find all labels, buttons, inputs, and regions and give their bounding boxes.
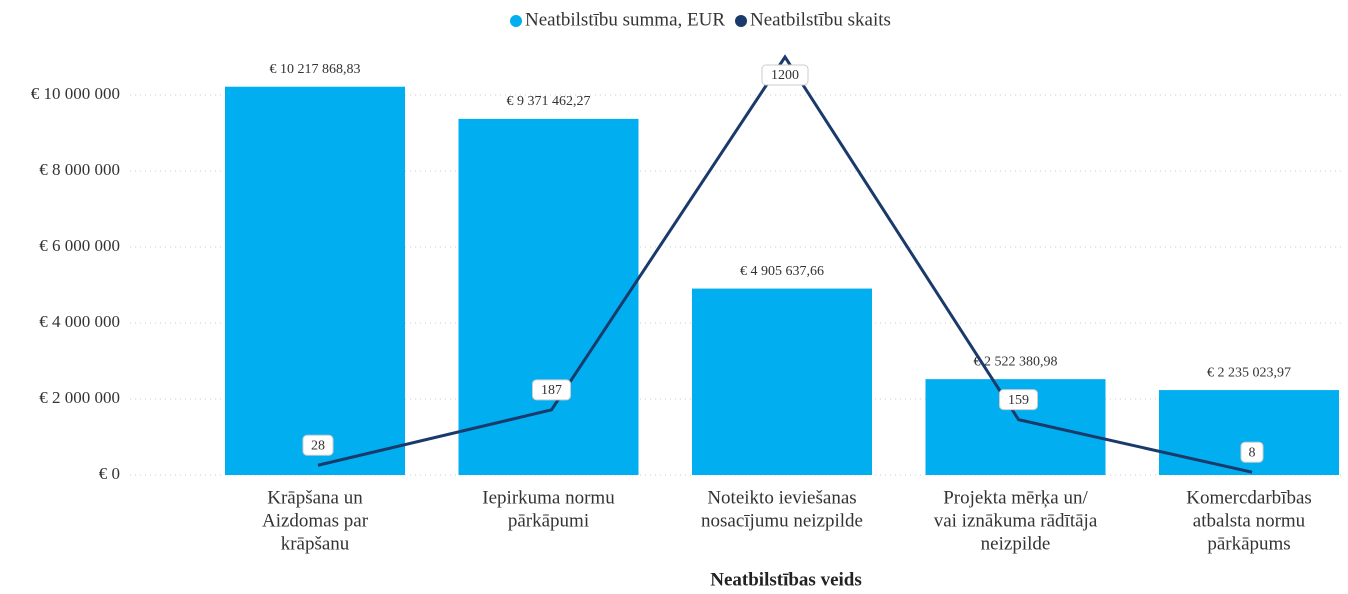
label-box (761, 64, 809, 86)
line (317, 54, 1253, 474)
label-box (532, 379, 571, 401)
line-value-text: 159 (1008, 393, 1029, 408)
y-tick-label: € 6 000 000 (39, 236, 120, 255)
x-tick-label: Projekta mērķa un/ (943, 487, 1088, 508)
line-value-label: 8 (1240, 441, 1264, 463)
x-tick-label: Noteikto ieviešanas (707, 487, 856, 508)
bar-value-label: € 2 235 023,97 (1207, 365, 1291, 380)
legend-label: Neatbilstību summa, EUR (525, 9, 725, 30)
bar (225, 86, 405, 476)
x-tick-label: Aizdomas par (262, 510, 369, 531)
x-tick-label: pārkāpumi (508, 510, 589, 531)
bar-value-label: € 10 217 868,83 (270, 62, 361, 77)
label-box (1240, 441, 1264, 463)
x-axis-title: Neatbilstības veids (710, 569, 862, 590)
legend-marker (735, 15, 748, 27)
y-tick-label: € 8 000 000 (39, 160, 120, 179)
line-value-label: 187 (532, 379, 571, 401)
label-box (302, 434, 334, 456)
bar-value-label: € 9 371 462,27 (507, 94, 591, 109)
line-value-text: 1200 (771, 68, 799, 83)
x-tick-label: pārkāpums (1207, 533, 1290, 554)
x-tick-label: Iepirkuma normu (482, 487, 615, 508)
x-tick-label: neizpilde (981, 533, 1051, 554)
label-box (999, 389, 1038, 411)
bar-value-label: € 2 522 380,98 (974, 354, 1058, 369)
line-value-label: 1200 (761, 64, 809, 86)
x-tick-label: vai iznākuma rādītāja (934, 510, 1098, 531)
line-value-text: 187 (541, 383, 562, 398)
y-tick-label: € 2 000 000 (39, 388, 120, 407)
y-tick-label: € 10 000 000 (31, 84, 120, 103)
y-tick-label: € 4 000 000 (39, 312, 120, 331)
y-tick-label: € 0 (99, 464, 120, 483)
legend-label: Neatbilstību skaits (750, 9, 891, 30)
bar (692, 288, 872, 475)
line-value-text: 28 (311, 438, 325, 453)
x-tick-label: atbalsta normu (1193, 510, 1306, 531)
x-tick-label: Krāpšana un (267, 487, 363, 508)
line-value-label: 159 (999, 389, 1038, 411)
x-tick-label: nosacījumu neizpilde (701, 510, 863, 531)
line-value-label: 28 (302, 434, 334, 456)
x-tick-label: Komercdarbības (1186, 487, 1312, 508)
x-tick-label: krāpšanu (281, 533, 350, 554)
bar (458, 118, 639, 475)
legend-marker (510, 15, 522, 27)
line-value-text: 8 (1249, 445, 1256, 460)
bar-value-label: € 4 905 637,66 (740, 264, 824, 279)
